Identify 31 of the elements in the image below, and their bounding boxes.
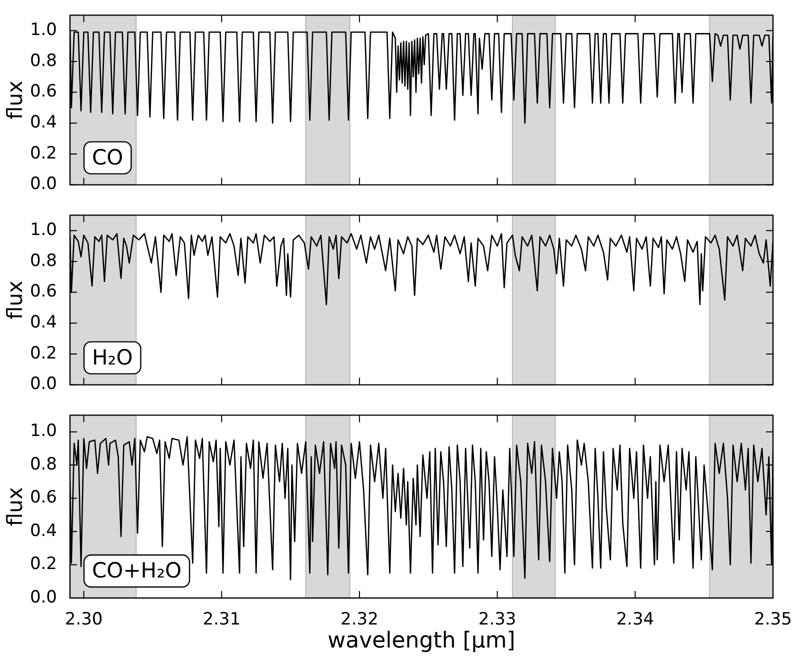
y-tick-label: 0.6 xyxy=(30,82,57,102)
y-tick-label: 0.2 xyxy=(30,143,57,164)
y-tick-label: 0.6 xyxy=(30,282,57,302)
y-axis-title: flux xyxy=(3,280,28,320)
x-tick-label: 2.33 xyxy=(478,610,516,630)
x-tick-label: 2.31 xyxy=(202,610,241,630)
y-tick-label: 1.0 xyxy=(30,421,57,442)
y-tick-label: 0.8 xyxy=(30,250,57,271)
y-tick-label: 0.0 xyxy=(30,374,57,394)
y-tick-label: 0.4 xyxy=(30,312,57,333)
y-axis-title: flux xyxy=(3,487,28,526)
y-axis-title: flux xyxy=(3,80,28,120)
y-tick-label: 0.2 xyxy=(30,343,57,364)
x-tick-label: 2.30 xyxy=(64,610,103,630)
x-tick-label: 2.35 xyxy=(754,610,792,630)
annotation: CO+H₂O xyxy=(92,558,182,582)
y-tick-label: 0.6 xyxy=(30,488,57,508)
x-axis-title: wavelength [μm] xyxy=(328,628,516,654)
x-tick-label: 2.32 xyxy=(340,610,378,630)
x-tick-label: 2.34 xyxy=(616,610,654,630)
y-tick-label: 0.8 xyxy=(30,454,57,474)
annotation: H₂O xyxy=(92,345,133,370)
y-tick-label: 0.2 xyxy=(30,554,57,574)
y-tick-label: 0.4 xyxy=(30,520,57,541)
y-tick-label: 0.0 xyxy=(30,587,57,608)
y-tick-label: 0.4 xyxy=(30,112,57,133)
y-tick-label: 0.8 xyxy=(30,50,57,71)
y-tick-label: 0.0 xyxy=(30,174,57,194)
y-tick-label: 1.0 xyxy=(30,220,57,240)
y-tick-label: 1.0 xyxy=(30,20,57,40)
annotation: CO xyxy=(92,145,124,170)
